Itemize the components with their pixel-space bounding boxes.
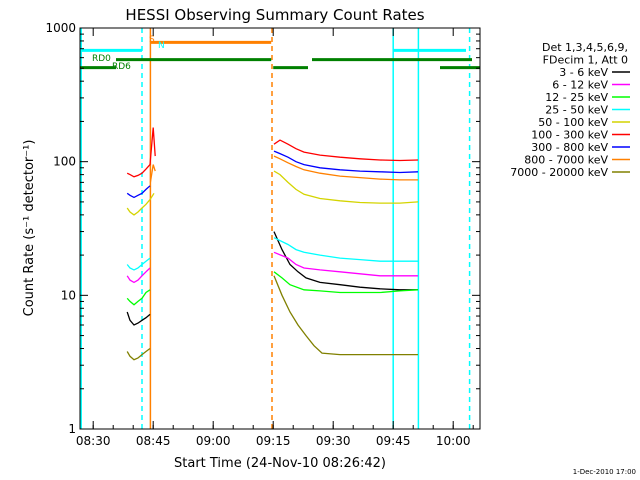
legend-entry-label: 50 - 100 keV — [538, 116, 608, 129]
legend-header: FDecim 1, Att 0 — [543, 54, 628, 67]
y-axis-label: Count Rate (s⁻¹ detector⁻¹) — [22, 140, 37, 317]
x-tick-label: 10:00 — [436, 434, 471, 448]
series-7-segment-0 — [149, 164, 156, 183]
x-tick-label: 08:45 — [136, 434, 171, 448]
series-1-segment-1 — [273, 251, 418, 277]
legend-entry-label: 300 - 800 keV — [531, 141, 608, 154]
legend-entry-label: 3 - 6 keV — [559, 66, 608, 79]
series-1-segment-0 — [126, 267, 151, 284]
series-4-segment-1 — [273, 170, 419, 204]
legend-header: Det 1,3,4,5,6,9, — [542, 41, 628, 54]
legend: Det 1,3,4,5,6,9,FDecim 1, Att 03 - 6 keV… — [510, 41, 630, 179]
flag-label-rd0: RD0 — [92, 54, 111, 64]
y-tick-label: 10 — [61, 288, 76, 302]
series-6-segment-1 — [273, 150, 419, 174]
series-2-segment-1 — [273, 271, 419, 294]
series-0-segment-1 — [273, 231, 418, 291]
series-5-segment-1 — [273, 139, 419, 162]
legend-entry-label: 25 - 50 keV — [545, 104, 608, 117]
x-tick-label: 08:30 — [76, 434, 111, 448]
x-tick-label: 09:45 — [376, 434, 411, 448]
series-6-segment-0 — [126, 185, 151, 199]
flag-label-rd6: RD6 — [112, 62, 131, 72]
series-2-segment-0 — [126, 289, 151, 306]
x-tick-label: 09:00 — [196, 434, 231, 448]
flag-label-s: S — [149, 35, 155, 45]
series-0-segment-0 — [126, 311, 151, 326]
footer-timestamp: 1-Dec-2010 17:00 — [573, 468, 636, 476]
y-tick-label: 100 — [53, 155, 76, 169]
axis-ticks: 08:30 08:45 09:00 09:15 09:30 09:45 10:00 1 10 10… — [45, 21, 480, 448]
series-layer — [126, 127, 419, 361]
series-3-segment-0 — [126, 257, 151, 271]
legend-entry-label: 7000 - 20000 keV — [510, 166, 608, 179]
chart-title: HESSI Observing Summary Count Rates — [125, 6, 424, 24]
series-5-segment-0 — [126, 127, 156, 178]
series-3-segment-1 — [273, 237, 418, 262]
series-4-segment-0 — [126, 192, 155, 216]
legend-entry-label: 100 - 300 keV — [531, 129, 608, 142]
series-8-segment-0 — [126, 347, 151, 361]
series-7-segment-1 — [273, 155, 418, 181]
x-tick-label: 09:30 — [316, 434, 351, 448]
x-axis-label: Start Time (24-Nov-10 08:26:42) — [174, 456, 386, 471]
y-tick-label: 1000 — [45, 21, 76, 35]
x-tick-label: 09:15 — [256, 434, 291, 448]
y-tick-label: 1 — [68, 422, 76, 436]
legend-entry-label: 6 - 12 keV — [552, 79, 608, 92]
flag-label-n: N — [158, 41, 165, 51]
legend-entry-label: 12 - 25 keV — [545, 91, 608, 104]
series-8-segment-1 — [273, 275, 418, 356]
legend-entry-label: 800 - 7000 keV — [524, 154, 608, 167]
plot-frame — [79, 27, 481, 430]
